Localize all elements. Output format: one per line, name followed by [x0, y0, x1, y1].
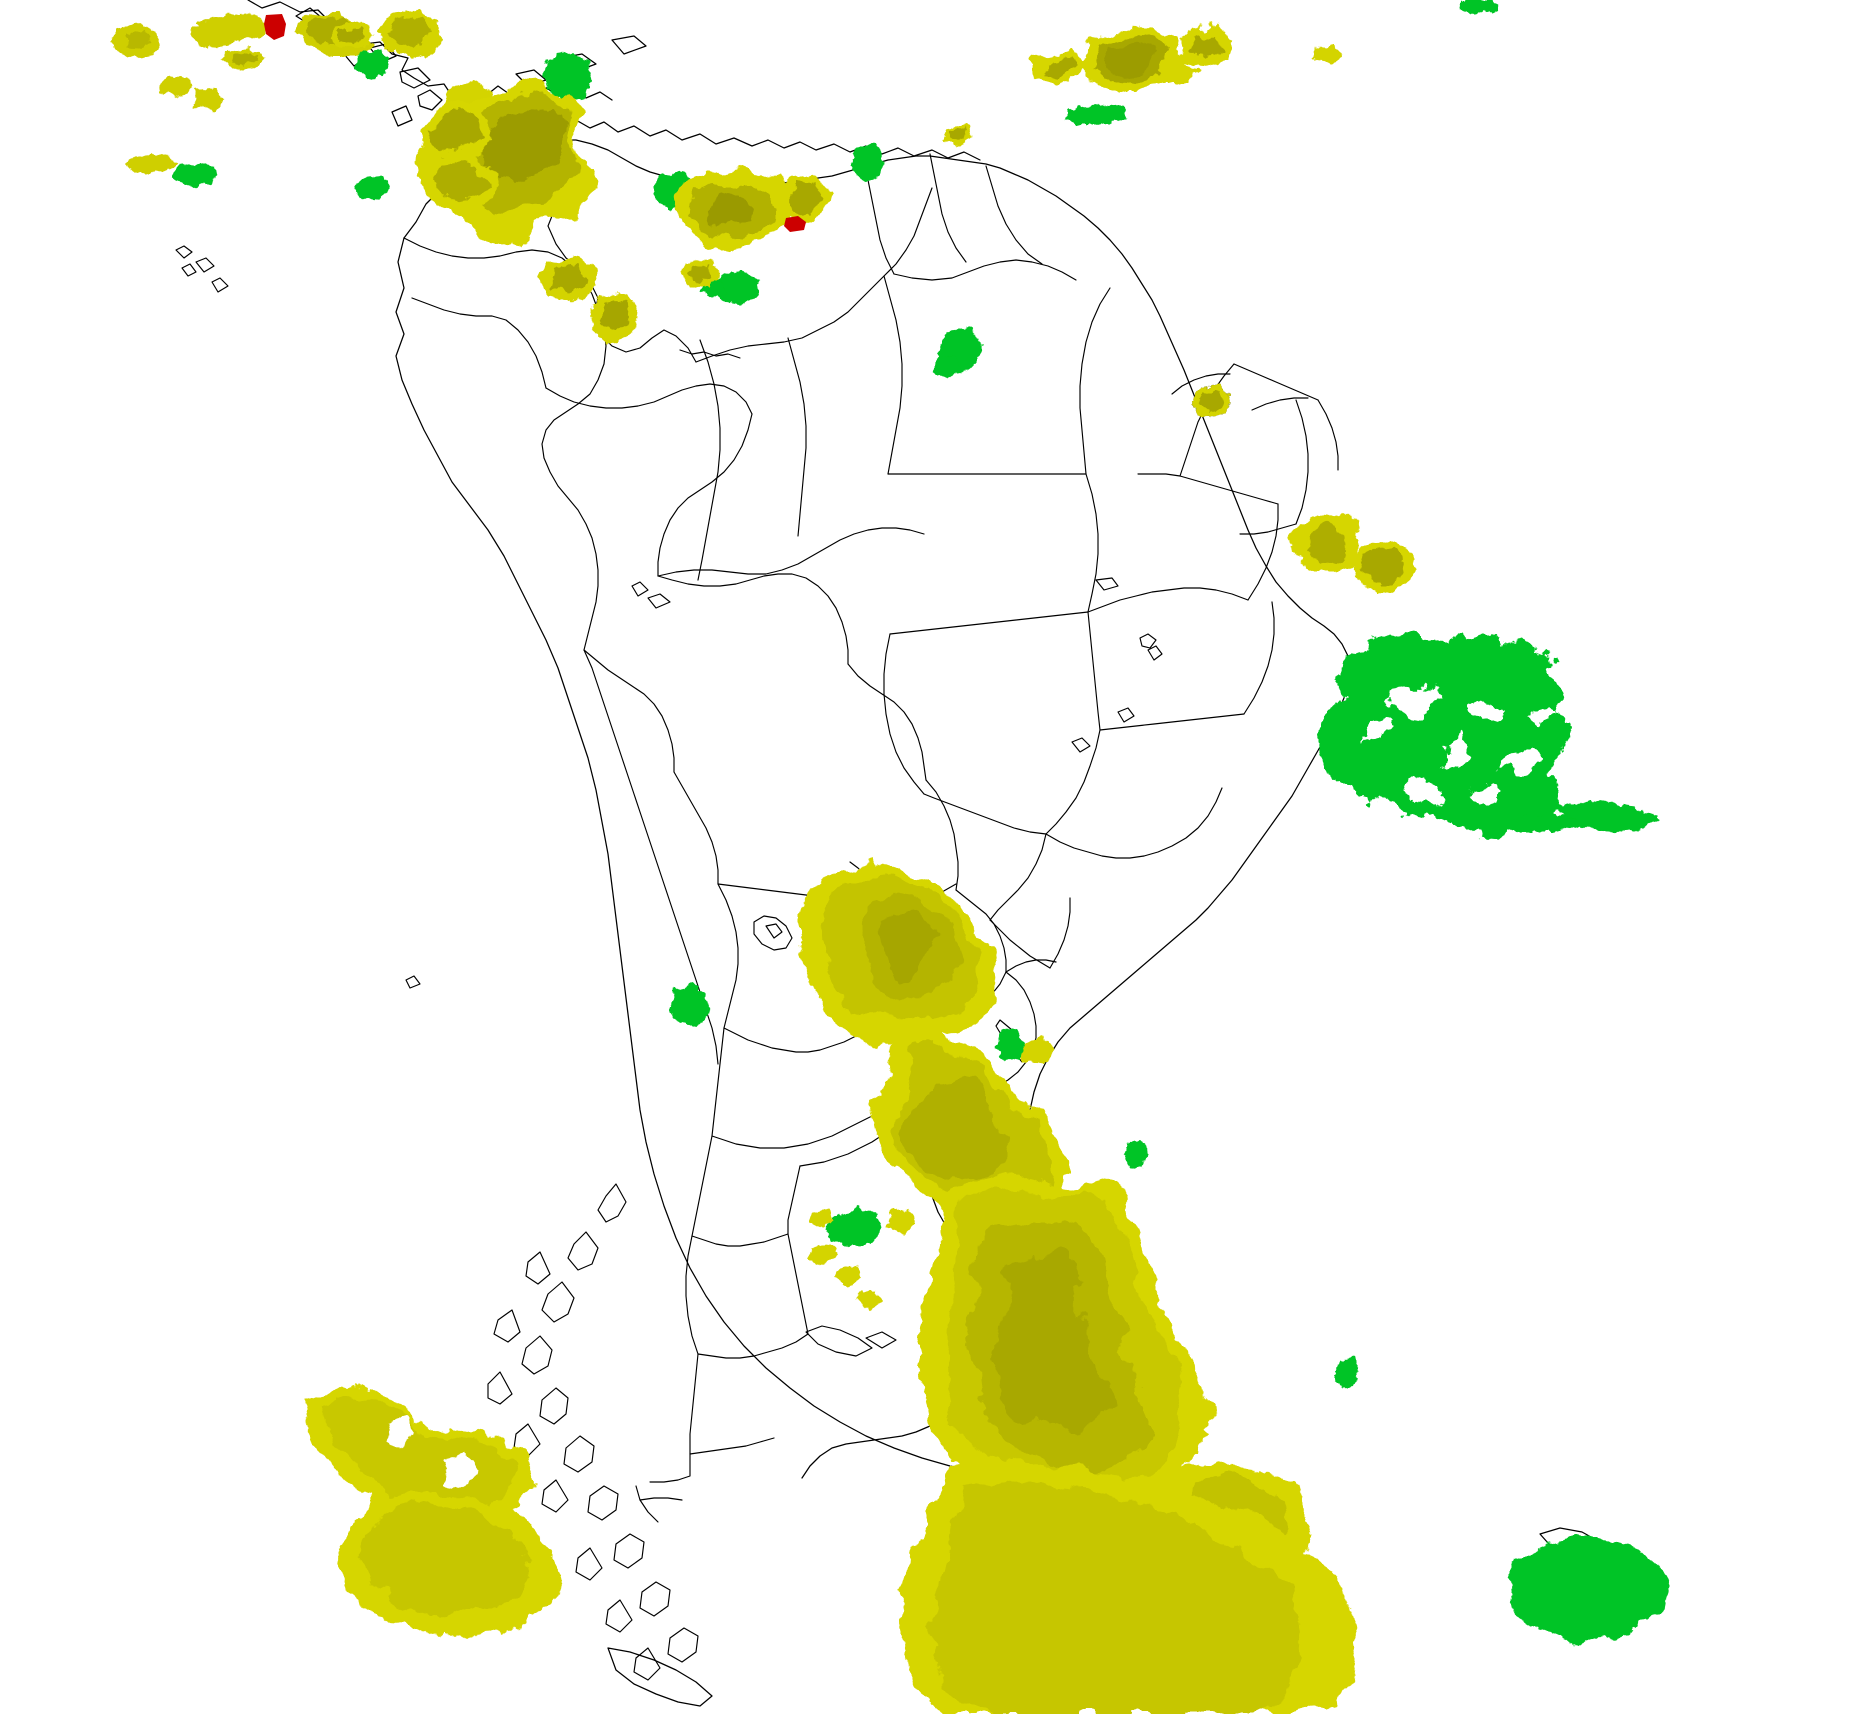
cell-patagonia-shelf-lower	[340, 1492, 560, 1636]
cell-para-yellow-small	[680, 260, 720, 288]
cell-para-interior-green	[934, 328, 982, 378]
cell-colombia-green-2	[354, 176, 390, 200]
cell-group-pacific-islet-b	[214, 14, 270, 40]
cell-nw-colombia-yellow	[378, 10, 442, 58]
cell-south-atlantic-green-mass	[1318, 632, 1566, 834]
cell-maranhao-yellow	[1190, 386, 1232, 416]
cell-central-america-red	[264, 14, 286, 40]
cell-south-atlantic-bottom-band	[900, 1462, 1358, 1714]
cell-atlantic-yellow-islet	[1314, 44, 1342, 64]
cell-colombia-south-lobe-2	[590, 292, 638, 344]
cell-bahia-coast-yellow-1	[1292, 514, 1362, 574]
cell-patagonia-shelf-mass	[300, 1388, 532, 1528]
cell-atlantic-green-small-2	[1124, 1138, 1148, 1170]
cell-group-pacific-islet-c	[222, 48, 264, 70]
precipitation-cells	[112, 0, 1668, 1714]
cell-south-atlantic-green-tail	[1512, 800, 1660, 832]
cell-roraima-red	[784, 216, 806, 232]
cell-colombia-south-lobe-1	[538, 256, 596, 302]
cell-amapa-yellow	[944, 124, 974, 146]
cell-north-atlantic-green	[1458, 0, 1498, 14]
cell-group-pacific-islet-d	[194, 88, 224, 110]
cell-atlantic-green-small-1	[996, 1028, 1024, 1062]
cell-panama-yellow	[330, 22, 374, 48]
cell-colombia-main-mass	[416, 84, 596, 244]
cell-guyana-green	[850, 144, 884, 182]
cell-atlantic-green-small-3	[826, 1208, 884, 1248]
cell-paraguay-main-mass	[800, 856, 1004, 1042]
cell-colombia-green-1	[354, 50, 390, 78]
cell-atlantic-green-small-4	[1334, 1356, 1360, 1388]
cell-shelf-islets	[808, 1208, 916, 1310]
cell-caribbean-cluster	[1032, 26, 1232, 92]
cell-falklands-green	[1510, 1540, 1668, 1640]
cell-south-atlantic-lower-mass	[918, 1168, 1244, 1510]
cell-group-pacific-islet-e	[126, 154, 178, 174]
cell-bahia-coast-yellow-2	[1354, 540, 1412, 588]
cell-venezuela-green	[542, 52, 592, 102]
cell-la-plata-islet-3	[1016, 1036, 1054, 1062]
cell-amazonas-mass	[676, 168, 832, 248]
cell-pacific-green-islet	[174, 162, 218, 186]
cell-argentina-green-islet	[670, 984, 710, 1026]
cell-caribbean-green-bar	[1064, 104, 1128, 124]
